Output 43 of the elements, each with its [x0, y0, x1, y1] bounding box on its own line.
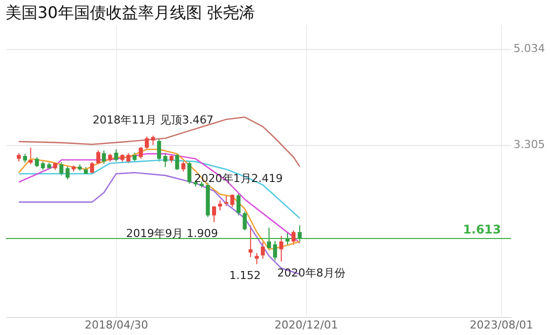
- line-series: [18, 116, 300, 168]
- y-tick-label: 3.305: [514, 138, 545, 152]
- x-tick-label: 2018/04/30: [84, 318, 148, 332]
- annotation: 1.152: [229, 269, 261, 282]
- candlestick: [254, 252, 259, 265]
- candlestick: [34, 156, 39, 168]
- candlestick: [230, 194, 234, 208]
- candlestick: [260, 242, 265, 260]
- candlestick: [273, 240, 278, 261]
- candlestick: [218, 200, 222, 211]
- candlestick: [138, 146, 143, 160]
- candlestick: [236, 193, 241, 216]
- candlestick: [267, 227, 272, 251]
- candlestick: [157, 138, 162, 162]
- candlestick: [279, 235, 284, 262]
- candlestick: [242, 211, 247, 231]
- candlestick: [90, 162, 94, 175]
- ref-line-label: 1.613: [463, 222, 501, 237]
- annotation: 2020年8月份: [277, 266, 346, 280]
- candlestick: [163, 152, 168, 168]
- x-tick-label: 2020/12/01: [274, 318, 338, 332]
- candlestick: [224, 195, 228, 206]
- candlestick: [151, 135, 156, 146]
- candlestick: [114, 148, 118, 162]
- candlestick: [181, 161, 186, 172]
- y-tick-label: 5.034: [514, 42, 545, 56]
- annotation: 2018年11月 见顶3.467: [92, 114, 214, 127]
- candlestick: [144, 136, 149, 150]
- candlestick: [298, 224, 302, 243]
- candlestick: [292, 230, 296, 246]
- candlestick: [212, 205, 216, 223]
- annotation: 2019年9月 1.909: [126, 227, 218, 240]
- candlestick: [285, 232, 290, 246]
- candlestick: [96, 150, 100, 165]
- chart-title: 美国30年国债收益率月线图 张尧浠: [6, 3, 255, 22]
- candlestick: [59, 162, 64, 176]
- candlestick: [66, 166, 70, 180]
- x-tick-label: 2023/08/01: [470, 318, 534, 332]
- candlestick: [28, 147, 33, 165]
- candlestick: [175, 152, 180, 170]
- candlestick: [102, 150, 106, 164]
- candlestick: [187, 161, 192, 184]
- candlestick: [248, 224, 253, 258]
